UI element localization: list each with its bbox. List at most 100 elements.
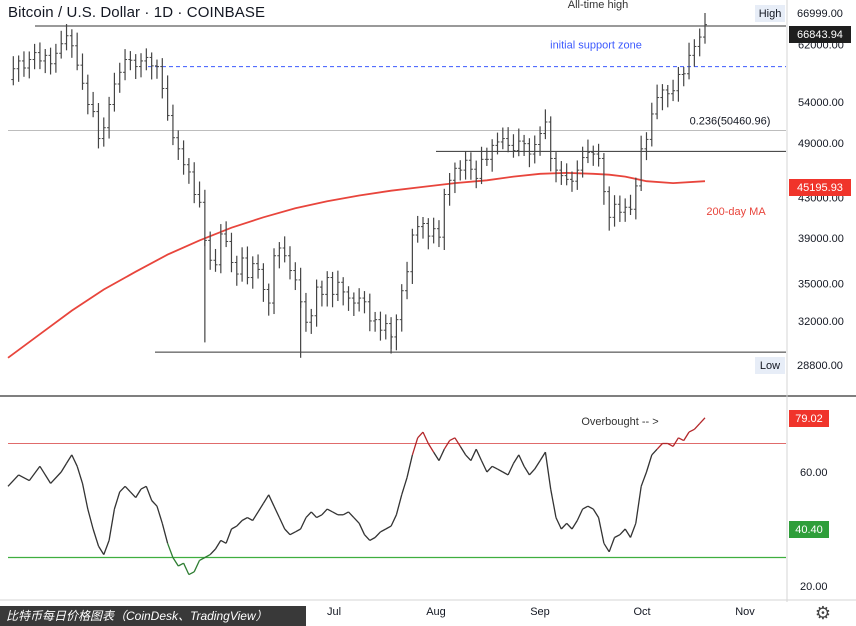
rsi-line-segment (278, 517, 286, 530)
rsi-line-segment (124, 485, 131, 493)
rsi-line-segment (257, 503, 264, 513)
rsi-line-segment (497, 468, 504, 473)
price-axis-tick-label: 32000.00 (798, 316, 844, 328)
rsi-value-badge-bg (789, 410, 829, 427)
rsi-line-segment (465, 454, 472, 462)
rsi-line-segment (7, 474, 20, 487)
rsi-line-segment (81, 483, 89, 510)
ma-200-line (7, 171, 706, 359)
rsi-line-segment (332, 511, 339, 516)
ma-value-badge: 45195.93 (797, 182, 843, 194)
rsi-line-segment (199, 556, 206, 561)
rsi-line-segment (406, 454, 414, 478)
rsi-line-segment (438, 448, 445, 461)
rsi-line-segment (236, 520, 243, 527)
chart-title: Bitcoin / U.S. Dollar · 1D · COINBASE (8, 4, 266, 21)
rsi-line-segment (528, 468, 536, 476)
rsi-line-segment (231, 525, 238, 530)
rsi-line-segment (587, 505, 594, 510)
rsi-line-segment (342, 511, 349, 516)
rsi-line-segment (433, 451, 440, 461)
rsi-line-segment (18, 474, 30, 482)
rsi-line-segment (608, 537, 616, 553)
rsi-line-segment (683, 431, 690, 441)
high-badge-label-bg (755, 5, 785, 22)
rsi-line-segment (321, 508, 328, 516)
rsi-line-segment (220, 539, 227, 544)
rsi-line-segment (310, 511, 318, 519)
rsi-line-segment (512, 454, 520, 464)
rsi-line-segment (369, 536, 376, 541)
rsi-line-segment (417, 431, 424, 439)
rsi-line-segment (576, 508, 584, 521)
rsi-line-segment (71, 454, 78, 467)
rsi-line-segment (688, 428, 695, 433)
rsi-line-segment (225, 528, 233, 544)
rsi-line-segment (129, 491, 137, 499)
rsi-line-segment (140, 485, 147, 490)
rsi-line-segment (597, 517, 605, 544)
rsi-line-segment (470, 448, 477, 461)
rsi-line-segment (177, 562, 184, 567)
rsi-line-segment (401, 477, 408, 495)
low-badge-label-bg (755, 357, 785, 374)
rsi-line-segment (656, 443, 663, 450)
rsi-line-segment (241, 517, 248, 522)
rsi-line-segment (209, 548, 216, 556)
rsi-line-segment (566, 522, 573, 530)
low-badge-bg (789, 357, 851, 374)
rsi-line-segment (305, 511, 312, 519)
rsi-line-segment (603, 542, 610, 553)
rsi-line-segment (523, 465, 530, 476)
rsi-line-segment (193, 560, 201, 573)
rsi-line-segment (50, 471, 62, 484)
ma-200-label: 200-day MA (706, 206, 766, 218)
gear-icon[interactable]: ⚙ (814, 603, 832, 623)
rsi-line-segment (103, 540, 110, 555)
rsi-line-segment (145, 486, 153, 501)
rsi-oversold-badge-bg (789, 521, 829, 538)
rsi-line-segment (582, 505, 589, 510)
time-axis-tick-label: Nov (735, 606, 755, 618)
rsi-line-segment (113, 491, 121, 510)
rsi-line-segment (678, 437, 685, 442)
price-axis-tick-label: 54000.00 (798, 97, 844, 109)
rsi-axis-tick-label: 20.00 (800, 581, 828, 593)
price-axis-tick-label: 49000.00 (798, 138, 844, 150)
rsi-line-segment (693, 423, 701, 430)
high-badge: 66999.00 (797, 8, 843, 20)
rsi-line-segment (252, 511, 259, 521)
rsi-line-segment (539, 451, 546, 461)
rsi-line-segment (390, 514, 397, 527)
support-zone-label: initial support zone (550, 40, 642, 52)
rsi-line-segment (427, 443, 435, 453)
all-time-high-label: All-time high (568, 0, 629, 11)
rsi-line-segment (555, 517, 562, 530)
high-badge-label: High (759, 8, 782, 20)
rsi-line-segment (459, 446, 467, 456)
rsi-line-segment (502, 471, 509, 476)
rsi-line-segment (651, 448, 658, 456)
rsi-line-segment (507, 463, 515, 476)
time-axis-tick-label: Aug (426, 606, 446, 618)
rsi-line-segment (294, 528, 301, 533)
source-caption: 比特币每日价格图表（CoinDesk、TradingView） (0, 606, 306, 626)
rsi-line-segment (491, 465, 498, 470)
rsi-line-segment (28, 465, 41, 481)
rsi-line-segment (380, 528, 387, 533)
rsi-line-segment (188, 571, 195, 576)
rsi-line-segment (289, 531, 296, 536)
rsi-line-segment (300, 517, 307, 530)
price-axis-tick-label: 35000.00 (798, 278, 844, 290)
fib-level-label: 0.236(50460.96) (690, 116, 771, 128)
rsi-line-segment (87, 508, 94, 530)
rsi-line-segment (135, 488, 142, 498)
rsi-line-segment (385, 525, 392, 530)
rsi-line-segment (629, 523, 637, 538)
low-badge: 28800.00 (797, 360, 843, 372)
rsi-line-segment (544, 452, 552, 490)
high-badge-bg (789, 5, 851, 22)
rsi-line-segment (640, 471, 648, 487)
